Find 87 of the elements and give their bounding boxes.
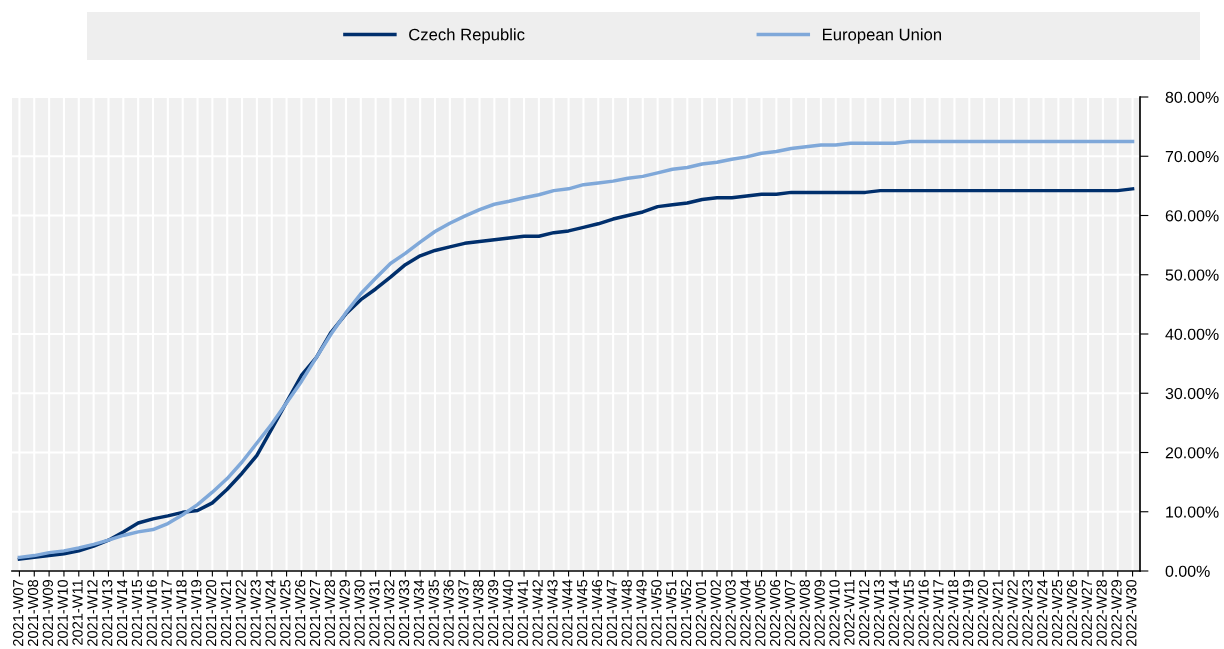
- x-tick-label: 2021-W50: [651, 579, 662, 646]
- y-tick-label: 20.00%: [1165, 447, 1219, 459]
- x-tick-label: 2022-W29: [1111, 580, 1122, 646]
- y-tick-label: 60.00%: [1165, 210, 1219, 222]
- x-tick-label: 2022-W17: [933, 580, 944, 646]
- x-tick-label: 2021-W46: [591, 579, 603, 646]
- x-tick-label: 2022-W25: [1051, 579, 1063, 646]
- x-tick-label: 2021-W36: [443, 579, 454, 646]
- x-tick-label: 2022-W06: [769, 579, 781, 646]
- y-tick-label: 30.00%: [1165, 387, 1219, 400]
- x-tick-label: 2022-W22: [1007, 580, 1018, 646]
- x-tick-label: 2022-W19: [962, 580, 974, 646]
- x-tick-label: 2021-W28: [324, 579, 336, 646]
- x-tick-label: 2021-W51: [666, 580, 677, 646]
- x-tick-label: 2021-W30: [354, 579, 365, 646]
- x-tick-label: 2022-W28: [1096, 579, 1107, 646]
- x-tick-label: 2022-W27: [1081, 580, 1092, 646]
- x-tick-label: 2022-W12: [859, 580, 870, 646]
- x-tick-label: 2021-W29: [339, 580, 350, 646]
- x-tick-label: 2021-W39: [487, 580, 499, 646]
- x-tick-label: 2021-W19: [191, 580, 202, 646]
- x-tick-label: 2022-W03: [725, 579, 736, 646]
- x-tick-label: 2021-W40: [502, 579, 514, 646]
- x-tick-label: 2021-W14: [116, 579, 128, 646]
- x-tick-label: 2022-W07: [784, 580, 796, 646]
- x-tick-label: 2021-W33: [398, 579, 410, 646]
- x-tick-label: 2022-W16: [918, 579, 929, 646]
- x-tick-label: 2021-W26: [295, 579, 306, 646]
- x-tick-label: 2021-W45: [577, 579, 588, 646]
- y-tick-label: 50.00%: [1165, 269, 1219, 281]
- x-tick-label: 2021-W49: [636, 580, 647, 646]
- x-tick-label: 2021-W35: [428, 579, 439, 646]
- x-tick-label: 2022-W08: [799, 579, 810, 646]
- x-tick-label: 2022-W26: [1066, 579, 1078, 646]
- x-tick-label: 2021-W13: [102, 579, 113, 646]
- x-tick-label: 2021-W21: [220, 580, 232, 646]
- legend-label: European Union: [823, 28, 942, 44]
- x-tick-label: 2021-W32: [384, 580, 395, 646]
- x-tick-label: 2021-W34: [413, 579, 425, 646]
- x-tick-label: 2021-W27: [309, 580, 321, 646]
- x-tick-label: 2021-W25: [280, 579, 291, 646]
- x-tick-label: 2021-W43: [547, 579, 558, 646]
- x-tick-label: 2021-W41: [517, 580, 528, 646]
- x-tick-label: 2021-W44: [562, 579, 573, 646]
- x-tick-label: 2021-W09: [42, 580, 54, 646]
- y-tick-label: 10.00%: [1166, 506, 1219, 518]
- x-tick-label: 2022-W24: [1037, 579, 1048, 646]
- x-tick-label: 2022-W30: [1126, 579, 1137, 646]
- x-tick-label: 2021-W22: [235, 580, 246, 646]
- x-tick-label: 2021-W17: [161, 580, 172, 646]
- x-tick-label: 2021-W42: [532, 580, 543, 646]
- x-tick-label: 2022-W11: [844, 580, 855, 645]
- x-tick-label: 2022-W15: [903, 579, 914, 646]
- x-tick-label: 2021-W23: [250, 579, 261, 646]
- legend-label: Czech Republic: [409, 28, 525, 44]
- x-tick-label: 2022-W02: [710, 580, 721, 646]
- x-tick-label: 2021-W20: [205, 579, 217, 646]
- x-tick-label: 2022-W05: [755, 579, 766, 646]
- x-tick-label: 2021-W15: [131, 579, 143, 646]
- y-tick-label: 0.00%: [1165, 565, 1210, 577]
- x-tick-label: 2021-W24: [265, 579, 276, 646]
- x-tick-label: 2022-W13: [873, 579, 885, 646]
- x-tick-label: 2021-W52: [680, 580, 692, 646]
- x-tick-label: 2021-W37: [458, 580, 469, 646]
- x-tick-label: 2021-W12: [87, 580, 98, 646]
- x-tick-label: 2022-W18: [948, 579, 959, 646]
- x-tick-label: 2022-W10: [829, 579, 840, 646]
- x-tick-label: 2022-W14: [888, 579, 900, 646]
- x-tick-label: 2021-W10: [57, 579, 68, 646]
- x-tick-label: 2021-W18: [176, 579, 187, 646]
- x-tick-label: 2021-W11: [72, 580, 83, 645]
- x-tick-label: 2022-W23: [1022, 579, 1033, 646]
- x-tick-label: 2022-W20: [977, 579, 989, 646]
- x-tick-label: 2021-W08: [27, 579, 39, 646]
- x-tick-label: 2021-W31: [369, 580, 380, 646]
- x-tick-label: 2022-W09: [814, 580, 825, 646]
- x-tick-label: 2021-W47: [606, 580, 618, 646]
- x-tick-label: 2021-W16: [146, 579, 157, 646]
- x-tick-label: 2021-W07: [13, 580, 24, 646]
- y-tick-label: 40.00%: [1165, 328, 1219, 340]
- y-tick-label: 70.00%: [1165, 150, 1219, 163]
- x-tick-label: 2021-W38: [473, 579, 484, 646]
- x-tick-label: 2022-W04: [740, 579, 751, 646]
- y-tick-label: 80.00%: [1165, 91, 1219, 103]
- x-tick-label: 2022-W01: [695, 580, 707, 646]
- x-tick-label: 2021-W48: [621, 579, 632, 646]
- x-tick-label: 2022-W21: [992, 580, 1003, 646]
